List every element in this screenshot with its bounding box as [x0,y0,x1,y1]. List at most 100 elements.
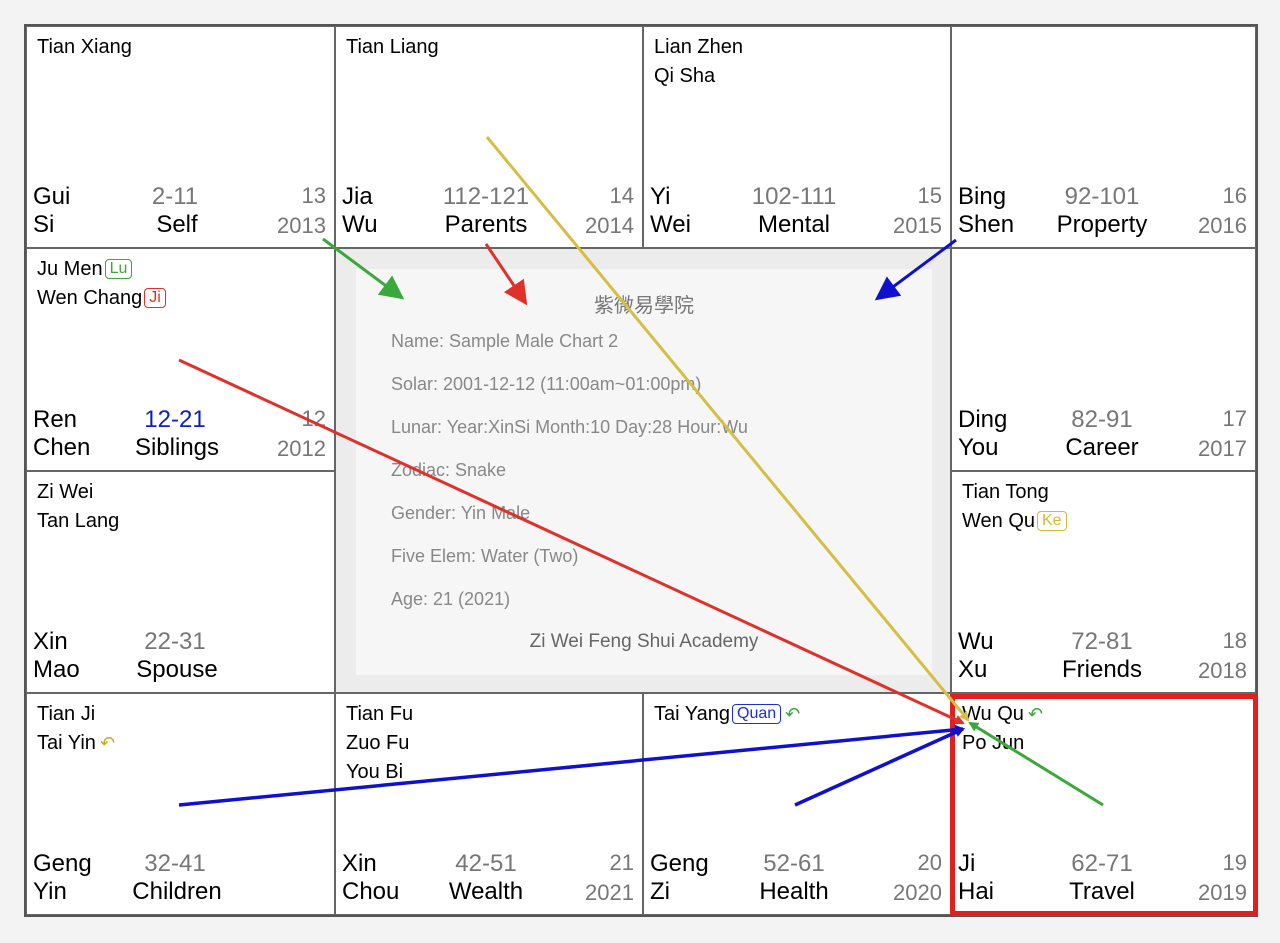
heavenly-stem: Ren [33,406,78,433]
star-list: Tian Ji Tai Yin ↶ [37,700,115,758]
palace-age: 17 [1222,406,1247,431]
swirl-arrow-icon: ↶ [1027,704,1043,724]
info-five-element: Five Elem: Water (Two) [391,546,579,566]
palace-wu[interactable]: Tian Liang Jia Wu 112-121 Parents 14 201… [335,26,643,248]
palace-name: Health [759,878,829,905]
decade-range: 22-31 [144,628,206,655]
decade-range: 2-11 [151,183,199,210]
info-age: Age: 21 (2021) [391,589,511,609]
star-name: Wen Chang [37,287,143,309]
palace-age: 13 [301,183,326,208]
ke-badge: Ke [1037,511,1067,531]
star-name: Wu Qu [962,703,1024,725]
palace-name: Mental [757,211,831,238]
decade-range: 82-91 [1071,406,1133,433]
palace-you[interactable]: Ding You 82-91 Career 17 2017 [951,248,1256,471]
lu-badge: Lu [104,259,133,279]
palace-name: Travel [1069,878,1135,905]
heavenly-stem: Gui [33,183,71,210]
decade-range: 12-21 [144,406,206,433]
green-pointer-arrow [322,237,405,300]
earthly-branch: Hai [958,878,995,905]
heavenly-stem: Bing [958,183,1007,210]
palace-age: 15 [917,183,942,208]
star-name: Tian Tong [962,481,1049,503]
heavenly-stem: Jia [342,183,373,210]
info-name: Name: Sample Male Chart 2 [391,331,619,351]
heavenly-stem: Wu [958,628,994,655]
palace-name: Career [1065,434,1139,461]
palace-mao[interactable]: Zi Wei Tan Lang Xin Mao 22-31 Spouse [26,471,335,693]
travel-palace-highlight [950,694,1258,916]
chart-board: Tian Xiang Gui Si 2-11 Self 13 2013 Tian… [24,24,1258,917]
decade-range: 62-71 [1071,850,1133,877]
star-name: Tian Ji [37,703,96,725]
palace-year: 2016 [1198,213,1247,238]
palace-year: 2021 [585,880,634,905]
academy-title: 紫微易學院 [594,293,694,317]
palace-xu[interactable]: Tian Tong Wen Qu Ke Wu Xu 72-81 Friends 1… [951,471,1256,693]
decade-range: 52-61 [763,850,825,877]
star-name: Tian Fu [346,703,414,725]
palace-yin[interactable]: Tian Ji Tai Yin ↶ Geng Yin 32-41 Children [26,693,335,915]
earthly-branch: You [958,434,999,461]
earthly-branch: Yin [33,878,67,905]
palace-name: Spouse [136,656,218,683]
heavenly-stem: Geng [33,850,92,877]
palace-age: 21 [609,850,634,875]
red-arrow [178,358,965,725]
star-name: You Bi [346,761,404,783]
palace-name: Wealth [448,878,524,905]
palace-name: Siblings [134,434,220,461]
star-list: Zi Wei Tan Lang [37,478,119,536]
palace-wei[interactable]: Lian Zhen Qi Sha Yi Wei 102-111 Mental 1… [643,26,951,248]
heavenly-stem: Geng [650,850,709,877]
center-info-card: 紫微易學院 Name: Sample Male Chart 2 Solar: 2… [356,269,932,675]
decade-range: 92-101 [1064,183,1140,210]
decade-range: 72-81 [1071,628,1133,655]
decade-range: 112-121 [442,183,530,210]
earthly-branch: Wei [650,211,691,238]
palace-year: 2015 [893,213,942,238]
star-list: Tian Liang [346,33,439,62]
palace-name: Property [1056,211,1148,238]
palace-name: Parents [444,211,528,238]
earthly-branch: Chen [33,434,91,461]
star-list: Ju Men Lu Wen Chang Ji [37,255,166,313]
info-solar: Solar: 2001-12-12 (11:00am~01:00pm) [391,374,702,394]
info-zodiac: Zodiac: Snake [391,460,507,480]
blue-arrow-right [794,727,965,807]
palace-year: 2020 [893,880,942,905]
palace-si[interactable]: Tian Xiang Gui Si 2-11 Self 13 2013 [26,26,335,248]
star-name: Qi Sha [654,65,716,87]
heavenly-stem: Xin [342,850,377,877]
earthly-branch: Chou [342,878,400,905]
heavenly-stem: Yi [650,183,671,210]
palace-name: Self [156,211,198,238]
decade-range: 42-51 [455,850,517,877]
palace-name: Children [132,878,222,905]
green-arrow [968,721,1104,807]
star-name: Tian Xiang [37,36,132,58]
earthly-branch: Xu [958,656,988,683]
palace-year: 2012 [277,436,326,461]
heavenly-stem: Ding [958,406,1008,433]
earthly-branch: Zi [650,878,670,905]
swirl-arrow-icon: ↶ [785,704,801,724]
palace-year: 2019 [1198,880,1247,905]
ji-badge: Ji [144,288,166,308]
palace-age: 20 [917,850,942,875]
earthly-branch: Si [33,211,55,238]
palace-age: 18 [1222,628,1247,653]
info-lunar: Lunar: Year:XinSi Month:10 Day:28 Hour:W… [391,417,748,437]
earthly-branch: Mao [33,656,80,683]
star-name: Lian Zhen [654,36,743,58]
palace-chou[interactable]: Tian Fu Zuo Fu You Bi Xin Chou 42-51 Wea… [335,693,643,915]
palace-shen[interactable]: Bing Shen 92-101 Property 16 2016 [951,26,1256,248]
quan-badge: Quan [732,704,782,724]
palace-year: 2013 [277,213,326,238]
red-pointer-arrow [484,243,528,306]
star-name: Zuo Fu [346,732,410,754]
star-list: Tai Yang Quan ↶ [654,700,800,729]
